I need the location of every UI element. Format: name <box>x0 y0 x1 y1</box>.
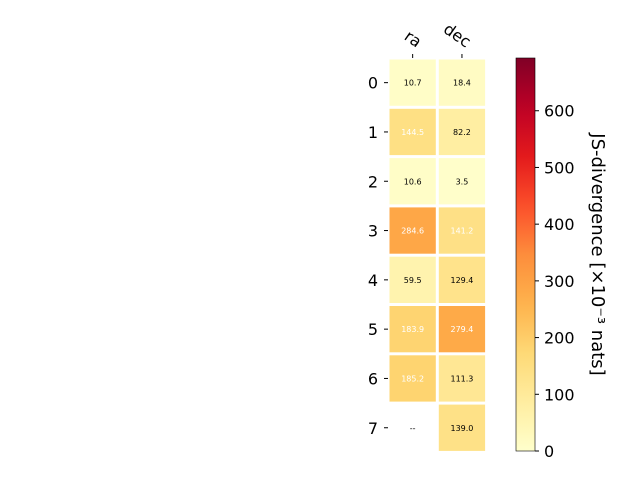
heatmap-cell-7-1 <box>438 404 486 451</box>
cell-value-label-4-0: 59.5 <box>404 276 422 285</box>
colorbar: 0 100 200 300 400 500 600 JS-divergence [×10⁻³ … <box>515 57 608 461</box>
heatmap-cell-0-0 <box>389 59 436 106</box>
heatmap-cell-6-0 <box>389 355 436 402</box>
y-tick-label-4: 4 <box>368 271 378 290</box>
heatmap-cells: 10.7 18.4 144.5 82.2 10.6 3.5 284.6 141.2 59.5 12… <box>389 59 486 451</box>
heatmap-cell-5-0 <box>389 306 436 353</box>
cell-value-label-7-1: 139.0 <box>450 424 473 433</box>
heatmap-cell-1-1 <box>438 108 486 156</box>
heatmap-cell-2-0 <box>389 158 436 205</box>
heatmap-cell-3-0 <box>389 207 436 254</box>
cell-value-label-0-0: 10.7 <box>404 79 422 88</box>
colorbar-tick-label-6: 600 <box>544 102 575 121</box>
cell-value-label-2-1: 3.5 <box>456 177 469 186</box>
colorbar-tick-label-5: 500 <box>544 158 575 177</box>
x-tick-label-0: ra <box>401 26 425 51</box>
x-tick-label-1: dec <box>440 19 474 51</box>
cell-value-label-2-0: 10.6 <box>404 177 422 186</box>
colorbar-gradient <box>515 57 536 452</box>
cell-value-label-5-1: 279.4 <box>450 325 473 334</box>
colorbar-tick-label-1: 100 <box>544 385 575 404</box>
y-tick-label-3: 3 <box>368 222 378 241</box>
colorbar-tick-label-0: 0 <box>544 442 554 461</box>
cell-value-label-3-0: 284.6 <box>401 227 424 236</box>
cell-value-label-7-0: -- <box>410 424 416 433</box>
cell-value-label-3-1: 141.2 <box>450 227 473 236</box>
y-tick-label-1: 1 <box>368 123 378 142</box>
heatmap-cell-3-1 <box>438 207 486 254</box>
heatmap-cell-6-1 <box>438 355 486 402</box>
y-tick-label-5: 5 <box>368 320 378 339</box>
colorbar-label: JS-divergence [×10⁻³ nats] <box>587 132 608 375</box>
colorbar-tick-label-4: 400 <box>544 215 575 234</box>
cell-value-label-6-1: 111.3 <box>450 374 473 383</box>
colorbar-tick-label-3: 300 <box>544 272 575 291</box>
x-axis-ticks: ra dec <box>401 19 475 58</box>
heatmap-cell-2-1 <box>438 158 486 205</box>
heatmap-cell-5-1 <box>438 306 486 353</box>
heatmap-cell-0-1 <box>438 59 486 106</box>
y-tick-label-6: 6 <box>368 369 378 388</box>
heatmap-cell-4-1 <box>438 256 486 303</box>
y-tick-label-2: 2 <box>368 172 378 191</box>
cell-value-label-1-0: 144.5 <box>401 128 424 137</box>
cell-value-label-4-1: 129.4 <box>450 276 473 285</box>
cell-value-label-5-0: 183.9 <box>401 325 424 334</box>
cell-value-label-6-0: 185.2 <box>401 374 424 383</box>
y-axis-ticks: 0 1 2 3 4 5 6 7 <box>368 74 388 438</box>
y-tick-label-0: 0 <box>368 74 378 93</box>
heatmap-cell-4-0 <box>389 256 436 303</box>
heatmap-cell-1-0 <box>389 108 436 156</box>
cell-value-label-0-1: 18.4 <box>453 79 471 88</box>
y-tick-label-7: 7 <box>368 419 378 438</box>
cell-value-label-1-1: 82.2 <box>453 128 471 137</box>
colorbar-tick-label-2: 200 <box>544 329 575 348</box>
